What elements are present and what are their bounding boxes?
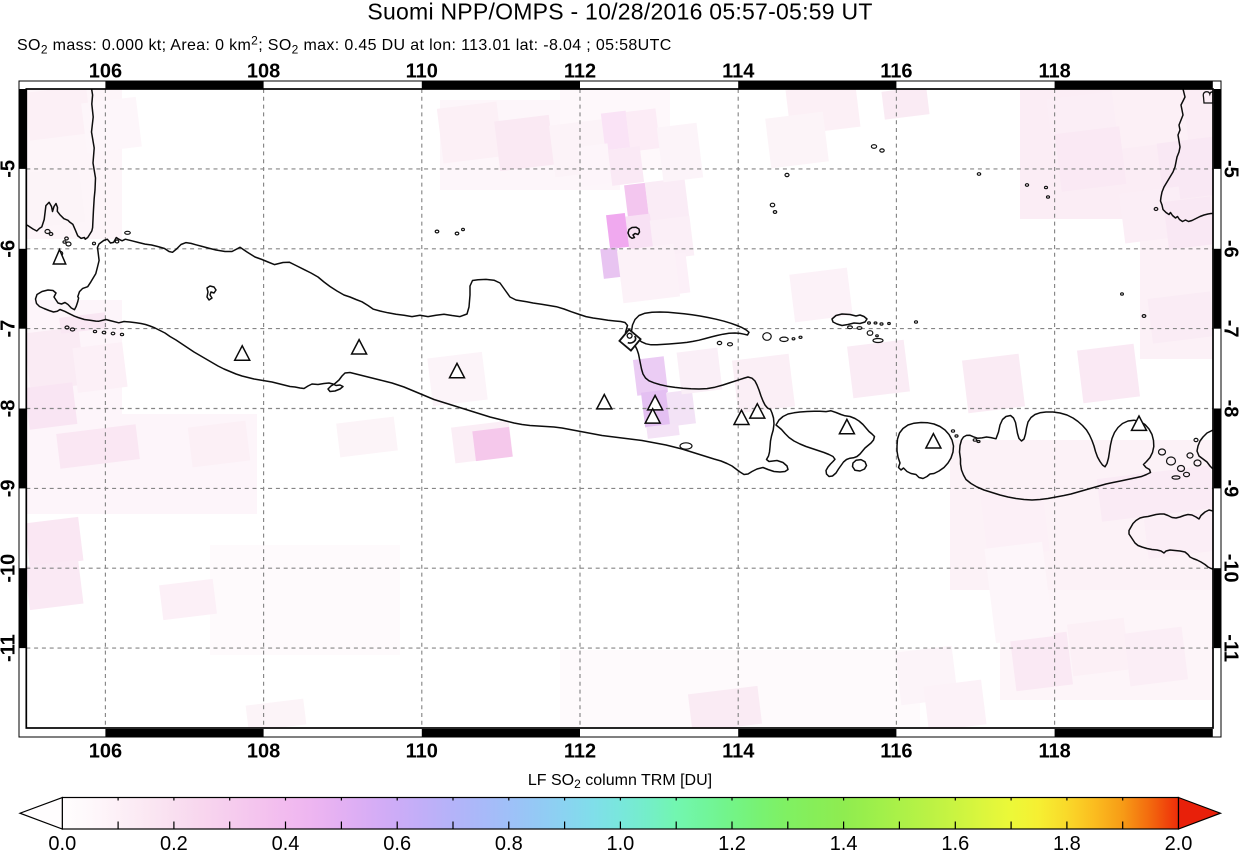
svg-text:0.6: 0.6 [383, 833, 411, 855]
svg-text:LF SO2 column TRM [DU]: LF SO2 column TRM [DU] [528, 772, 712, 791]
svg-text:0.8: 0.8 [495, 833, 523, 855]
svg-text:-5: -5 [1220, 160, 1239, 178]
svg-text:1.0: 1.0 [606, 833, 634, 855]
svg-text:114: 114 [722, 61, 755, 83]
svg-text:1.8: 1.8 [1053, 833, 1081, 855]
svg-text:118: 118 [1038, 741, 1070, 763]
svg-text:112: 112 [564, 61, 596, 83]
svg-text:-6: -6 [0, 240, 20, 258]
svg-text:114: 114 [722, 741, 755, 763]
svg-text:-8: -8 [1220, 400, 1239, 418]
svg-text:-9: -9 [1220, 480, 1239, 498]
svg-text:1.4: 1.4 [830, 833, 858, 855]
svg-text:-8: -8 [0, 400, 20, 418]
svg-text:-7: -7 [1220, 320, 1239, 338]
svg-text:0.4: 0.4 [272, 833, 300, 855]
svg-text:110: 110 [406, 61, 438, 83]
svg-text:106: 106 [89, 741, 122, 763]
svg-text:116: 116 [880, 61, 912, 83]
svg-text:-6: -6 [1220, 240, 1239, 258]
svg-text:2.0: 2.0 [1165, 833, 1193, 855]
svg-text:-11: -11 [0, 634, 20, 662]
svg-text:110: 110 [406, 741, 438, 763]
svg-text:-11: -11 [1220, 634, 1239, 662]
svg-text:108: 108 [247, 61, 280, 83]
svg-text:-5: -5 [0, 160, 20, 178]
svg-text:-10: -10 [0, 554, 20, 583]
svg-text:0.0: 0.0 [48, 833, 76, 855]
svg-text:108: 108 [247, 741, 280, 763]
svg-text:-7: -7 [0, 320, 20, 338]
svg-text:0.2: 0.2 [160, 833, 188, 855]
svg-text:112: 112 [564, 741, 596, 763]
svg-text:116: 116 [880, 741, 912, 763]
svg-text:1.2: 1.2 [718, 833, 746, 855]
svg-text:118: 118 [1038, 61, 1070, 83]
svg-text:Suomi NPP/OMPS - 10/28/2016 05: Suomi NPP/OMPS - 10/28/2016 05:57-05:59 … [367, 0, 872, 25]
svg-text:106: 106 [89, 61, 122, 83]
svg-text:SO2 mass: 0.000 kt; Area: 0 km: SO2 mass: 0.000 kt; Area: 0 km2; SO2 max… [17, 34, 672, 57]
svg-text:-9: -9 [0, 480, 20, 498]
svg-text:1.6: 1.6 [941, 833, 969, 855]
svg-text:-10: -10 [1220, 554, 1239, 583]
